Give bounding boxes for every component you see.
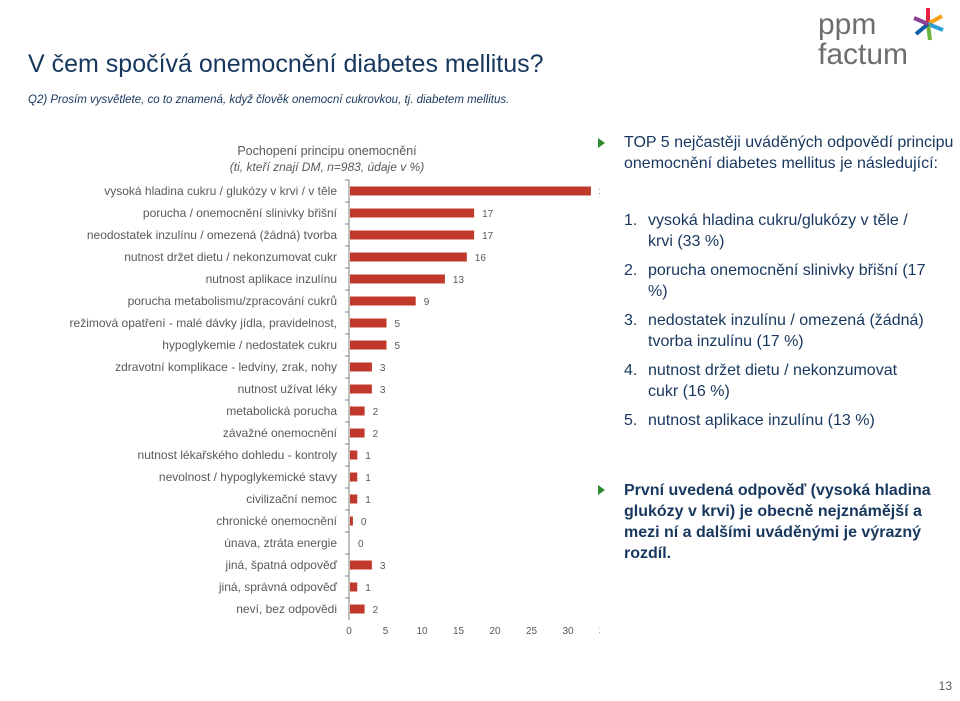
category-label: chronické onemocnění bbox=[216, 514, 337, 528]
top5-item-number: 2. bbox=[624, 262, 638, 279]
value-label: 3 bbox=[380, 385, 386, 396]
category-label: neodostatek inzulínu / omezená (žádná) t… bbox=[87, 228, 337, 242]
value-label: 2 bbox=[373, 407, 379, 418]
category-label: hypoglykemie / nedostatek cukru bbox=[162, 338, 337, 352]
chart-title: Pochopení principu onemocnění bbox=[237, 144, 417, 158]
value-label: 33 bbox=[599, 187, 600, 198]
x-tick-label: 0 bbox=[346, 626, 352, 637]
x-tick-label: 20 bbox=[489, 626, 501, 637]
category-label: metabolická porucha bbox=[226, 404, 337, 418]
bar bbox=[350, 516, 353, 526]
top5-item-text: nutnost aplikace inzulínu (13 %) bbox=[648, 412, 875, 429]
star-burst-icon bbox=[913, 8, 944, 41]
bar bbox=[350, 494, 358, 504]
top5-item: 3. nedostatek inzulínu / omezená (žádná) … bbox=[624, 310, 954, 352]
bullet-icon bbox=[598, 138, 605, 148]
bar bbox=[350, 428, 365, 438]
category-label: jiná, špatná odpověď bbox=[225, 558, 338, 572]
page-subtitle: Q2) Prosím vysvětlete, co to znamená, kd… bbox=[28, 94, 510, 106]
top5-item-number: 3. bbox=[624, 312, 638, 329]
x-tick-label: 35 bbox=[599, 626, 600, 637]
value-label: 1 bbox=[365, 473, 371, 484]
bullet-icon bbox=[598, 485, 605, 495]
top5-item: 1. vysoká hladina cukru/glukózy v těle / … bbox=[624, 210, 954, 252]
category-label: nutnost aplikace inzulínu bbox=[206, 272, 337, 286]
value-label: 5 bbox=[395, 319, 401, 330]
top5-item-number: 5. bbox=[624, 412, 638, 429]
top5-item-number: 4. bbox=[624, 362, 638, 379]
value-label: 2 bbox=[373, 605, 379, 616]
x-tick-label: 5 bbox=[383, 626, 389, 637]
bar bbox=[350, 318, 387, 328]
category-label: zdravotní komplikace - ledviny, zrak, no… bbox=[115, 360, 337, 374]
x-tick-label: 10 bbox=[416, 626, 428, 637]
bar bbox=[350, 208, 475, 218]
ppm-factum-logo: ppm factum bbox=[818, 8, 944, 70]
category-label: závažné onemocnění bbox=[223, 426, 338, 440]
conclusion-text: První uvedená odpověď (vysoká hladina gl… bbox=[624, 482, 931, 562]
page-number: 13 bbox=[938, 679, 952, 693]
logo-line2: factum bbox=[818, 38, 908, 70]
category-label: porucha / onemocnění slinivky břišní bbox=[143, 206, 338, 220]
top5-item-text: vysoká hladina cukru/glukózy v těle / kr… bbox=[648, 212, 908, 250]
bar bbox=[350, 230, 475, 240]
page-title: V čem spočívá onemocnění diabetes mellit… bbox=[28, 50, 544, 78]
bar bbox=[350, 274, 445, 284]
top5-list: 1. vysoká hladina cukru/glukózy v těle / … bbox=[624, 210, 954, 439]
bar bbox=[350, 340, 387, 350]
category-label: vysoká hladina cukru / glukózy v krvi / … bbox=[104, 184, 337, 198]
value-label: 0 bbox=[361, 517, 367, 528]
value-label: 9 bbox=[424, 297, 430, 308]
bar bbox=[350, 186, 591, 196]
top5-item: 5. nutnost aplikace inzulínu (13 %) bbox=[624, 410, 954, 431]
value-label: 5 bbox=[395, 341, 401, 352]
top5-item-text: nutnost držet dietu / nekonzumovat cukr … bbox=[648, 362, 898, 400]
top5-item-number: 1. bbox=[624, 212, 638, 229]
value-label: 17 bbox=[482, 231, 494, 242]
category-label: nutnost lékařského dohledu - kontroly bbox=[138, 448, 337, 462]
category-label: únava, ztráta energie bbox=[224, 536, 337, 550]
bar bbox=[350, 560, 372, 570]
category-label: nutnost držet dietu / nekonzumovat cukr bbox=[124, 250, 337, 264]
bar bbox=[350, 362, 372, 372]
category-label: nutnost užívat léky bbox=[238, 382, 337, 396]
bar bbox=[350, 604, 365, 614]
value-label: 0 bbox=[358, 539, 364, 550]
bar bbox=[350, 406, 365, 416]
chart-subtitle: (ti, kteří znají DM, n=983, údaje v %) bbox=[230, 160, 424, 174]
category-label: porucha metabolismu/zpracování cukrů bbox=[128, 294, 337, 308]
value-label: 17 bbox=[482, 209, 494, 220]
category-label: jiná, správná odpověď bbox=[218, 580, 338, 594]
top5-item-text: nedostatek inzulínu / omezená (žádná) tv… bbox=[648, 312, 924, 350]
bar-chart: Pochopení principu onemocnění (ti, kteří… bbox=[70, 144, 600, 637]
x-tick-label: 30 bbox=[562, 626, 574, 637]
value-label: 3 bbox=[380, 561, 386, 572]
x-tick-label: 25 bbox=[526, 626, 538, 637]
category-label: neví, bez odpovědi bbox=[236, 602, 337, 616]
value-label: 1 bbox=[365, 451, 371, 462]
x-tick-label: 15 bbox=[453, 626, 465, 637]
bar bbox=[350, 450, 358, 460]
bar bbox=[350, 384, 372, 394]
value-label: 16 bbox=[475, 253, 487, 264]
logo-line1: ppm bbox=[818, 8, 876, 41]
value-label: 2 bbox=[373, 429, 379, 440]
bar bbox=[350, 252, 467, 262]
top5-heading: TOP 5 nejčastěji uváděných odpovědí prin… bbox=[624, 134, 954, 172]
top5-item-text: porucha onemocnění slinivky břišní (17 %… bbox=[648, 262, 926, 300]
value-label: 1 bbox=[365, 583, 371, 594]
value-label: 13 bbox=[453, 275, 465, 286]
value-label: 3 bbox=[380, 363, 386, 374]
bar bbox=[350, 296, 416, 306]
top5-item: 4. nutnost držet dietu / nekonzumovat cuk… bbox=[624, 360, 954, 402]
category-label: nevolnost / hypoglykemické stavy bbox=[159, 470, 337, 484]
top5-item: 2. porucha onemocnění slinivky břišní (17… bbox=[624, 260, 954, 302]
bar bbox=[350, 472, 358, 482]
bar bbox=[350, 582, 358, 592]
category-label: režimová opatření - malé dávky jídla, pr… bbox=[70, 316, 337, 330]
value-label: 1 bbox=[365, 495, 371, 506]
category-label: civilizační nemoc bbox=[246, 492, 337, 506]
